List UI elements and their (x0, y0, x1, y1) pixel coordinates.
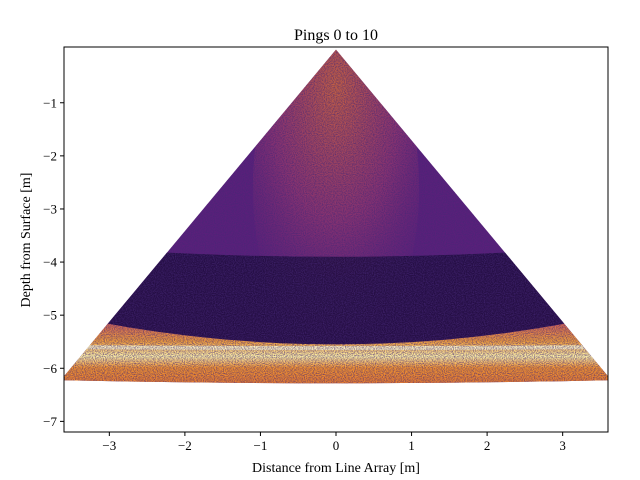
y-axis-ticks: −1 −2 −3 −4 −5 −6 −7 (43, 95, 64, 429)
speckle-texture (64, 49, 608, 384)
x-tick-label: −3 (102, 438, 116, 453)
y-tick-label: −3 (43, 201, 57, 216)
y-tick-label: −4 (43, 255, 57, 270)
x-tick-label: 0 (333, 438, 340, 453)
chart-title: Pings 0 to 10 (294, 27, 378, 44)
y-tick-label: −6 (43, 361, 57, 376)
y-tick-label: −1 (43, 95, 57, 110)
x-tick-label: 3 (559, 438, 566, 453)
x-tick-label: 1 (408, 438, 415, 453)
y-tick-label: −5 (43, 308, 57, 323)
x-axis-label: Distance from Line Array [m] (252, 461, 420, 476)
y-tick-label: −2 (43, 148, 57, 163)
x-axis-ticks: −3 −2 −1 0 1 2 3 (102, 432, 566, 453)
y-axis-label: Depth from Surface [m] (19, 173, 34, 308)
x-tick-label: −1 (254, 438, 268, 453)
sonar-heatmap (64, 49, 608, 384)
x-tick-label: −2 (178, 438, 192, 453)
x-tick-label: 2 (484, 438, 491, 453)
y-tick-label: −7 (43, 414, 57, 429)
